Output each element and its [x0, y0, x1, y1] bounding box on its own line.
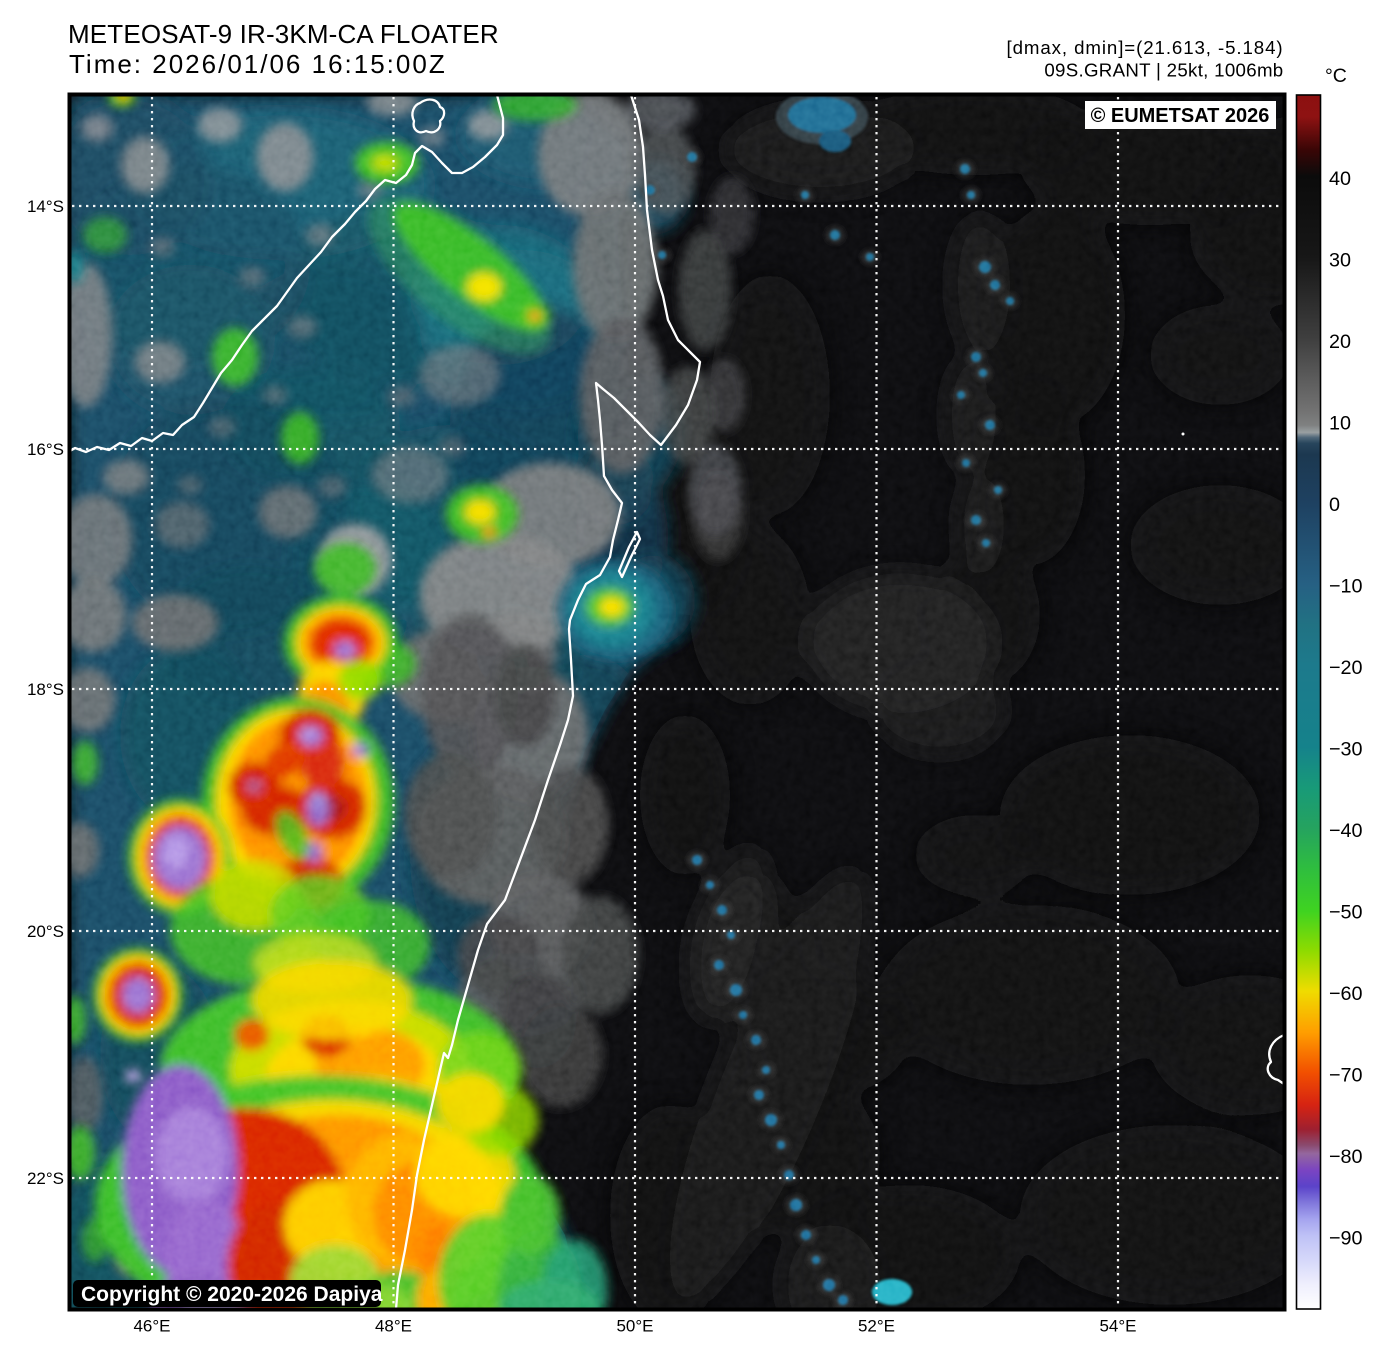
svg-text:−20: −20: [1329, 657, 1363, 679]
svg-text:40: 40: [1329, 168, 1351, 190]
svg-text:52°E: 52°E: [858, 1317, 895, 1336]
svg-text:−30: −30: [1329, 738, 1363, 760]
svg-text:Copyright © 2020-2026 Dapiya: Copyright © 2020-2026 Dapiya: [81, 1283, 383, 1306]
svg-text:18°S: 18°S: [27, 680, 64, 699]
svg-text:09S.GRANT | 25kt, 1006mb: 09S.GRANT | 25kt, 1006mb: [1044, 60, 1283, 81]
svg-text:−90: −90: [1329, 1227, 1363, 1249]
svg-text:30: 30: [1329, 250, 1351, 272]
svg-text:METEOSAT-9 IR-3KM-CA FLOATER: METEOSAT-9 IR-3KM-CA FLOATER: [68, 19, 499, 49]
svg-text:[dmax, dmin]=(21.613, -5.184): [dmax, dmin]=(21.613, -5.184): [1007, 37, 1284, 58]
svg-text:−70: −70: [1329, 1064, 1363, 1086]
svg-text:°C: °C: [1325, 65, 1347, 87]
svg-text:Time: 2026/01/06 16:15:00Z: Time: 2026/01/06 16:15:00Z: [69, 49, 447, 79]
svg-text:50°E: 50°E: [616, 1317, 653, 1336]
svg-text:20°S: 20°S: [27, 922, 64, 941]
svg-text:−40: −40: [1329, 820, 1363, 842]
svg-text:16°S: 16°S: [27, 440, 64, 459]
svg-text:54°E: 54°E: [1099, 1317, 1136, 1336]
svg-text:© EUMETSAT 2026: © EUMETSAT 2026: [1091, 105, 1270, 127]
svg-text:−10: −10: [1329, 576, 1363, 598]
svg-text:−60: −60: [1329, 983, 1363, 1005]
svg-text:46°E: 46°E: [133, 1317, 170, 1336]
svg-text:0: 0: [1329, 494, 1340, 516]
svg-text:−50: −50: [1329, 901, 1363, 923]
svg-text:−80: −80: [1329, 1146, 1363, 1168]
svg-text:48°E: 48°E: [375, 1317, 412, 1336]
svg-text:20: 20: [1329, 331, 1351, 353]
svg-text:10: 10: [1329, 413, 1351, 435]
svg-text:22°S: 22°S: [27, 1169, 64, 1188]
svg-text:14°S: 14°S: [27, 197, 64, 216]
